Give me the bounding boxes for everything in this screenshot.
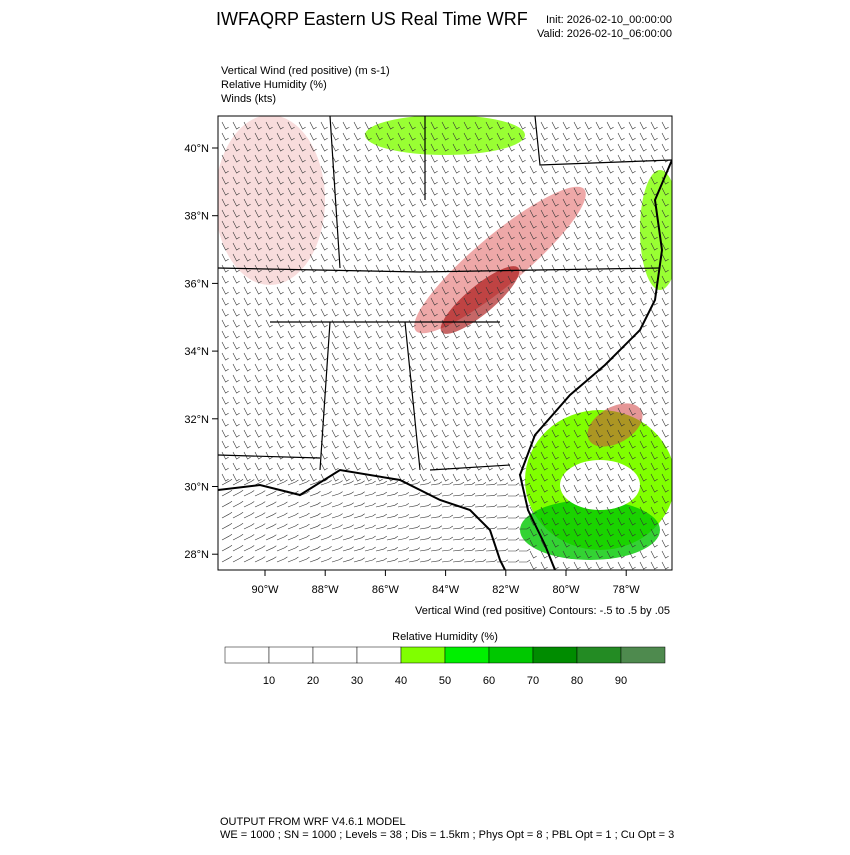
coastline	[218, 468, 506, 570]
map-frame	[217, 115, 673, 571]
colorbar-box	[576, 646, 622, 664]
colorbar-label: 40	[395, 675, 407, 687]
lat-label: 34°N	[184, 346, 209, 358]
humidity-area	[520, 500, 660, 560]
colorbar-box	[488, 646, 534, 664]
colorbar-label: 20	[307, 675, 319, 687]
lon-label: 86°W	[372, 584, 400, 596]
map	[218, 116, 672, 570]
colorbar-label: 70	[527, 675, 539, 687]
field-label: Vertical Wind (red positive) (m s-1)	[221, 65, 390, 77]
title: IWFAQRP Eastern US Real Time WRF	[216, 9, 528, 29]
lon-label: 82°W	[492, 584, 520, 596]
colorbar-box	[312, 646, 358, 664]
vertical-wind-area	[218, 116, 325, 285]
colorbar-box	[356, 646, 402, 664]
lon-label: 78°W	[613, 584, 641, 596]
lat-label: 32°N	[184, 414, 209, 426]
colorbar-label: 50	[439, 675, 451, 687]
lon-label: 90°W	[251, 584, 279, 596]
colorbar-box	[400, 646, 446, 664]
humidity-area	[365, 116, 525, 155]
lon-label: 84°W	[432, 584, 460, 596]
footer-line: WE = 1000 ; SN = 1000 ; Levels = 38 ; Di…	[220, 829, 674, 841]
valid-time: Valid: 2026-02-10_06:00:00	[537, 28, 672, 40]
init-time: Init: 2026-02-10_00:00:00	[546, 14, 672, 26]
field-label: Winds (kts)	[221, 93, 276, 105]
colorbar-label: 10	[263, 675, 275, 687]
lon-label: 80°W	[552, 584, 580, 596]
colorbar-label: 30	[351, 675, 363, 687]
lat-label: 40°N	[184, 143, 209, 155]
vertical-wind-area	[440, 266, 520, 334]
footer-line: OUTPUT FROM WRF V4.6.1 MODEL	[220, 816, 406, 828]
wind-barbs	[221, 121, 669, 570]
contour-note: Vertical Wind (red positive) Contours: -…	[415, 605, 670, 617]
colorbar-box	[620, 646, 666, 664]
lon-label: 88°W	[312, 584, 340, 596]
state-borders	[218, 116, 672, 471]
colorbar-box	[268, 646, 314, 664]
lat-label: 38°N	[184, 211, 209, 223]
colorbar-title: Relative Humidity (%)	[392, 631, 498, 643]
lat-label: 28°N	[184, 549, 209, 561]
colorbar-label: 80	[571, 675, 583, 687]
colorbar-label: 90	[615, 675, 627, 687]
colorbar-box	[532, 646, 578, 664]
humidity-area	[640, 170, 672, 290]
coastline	[518, 159, 672, 570]
colorbar-label: 60	[483, 675, 495, 687]
lat-label: 36°N	[184, 278, 209, 290]
colorbar: 10 20 30 40 50 60 70 80 90	[224, 646, 666, 687]
colorbar-box	[444, 646, 490, 664]
colorbar-box	[224, 646, 270, 664]
dry-area	[560, 460, 640, 510]
lat-label: 30°N	[184, 482, 209, 494]
field-label: Relative Humidity (%)	[221, 79, 327, 91]
